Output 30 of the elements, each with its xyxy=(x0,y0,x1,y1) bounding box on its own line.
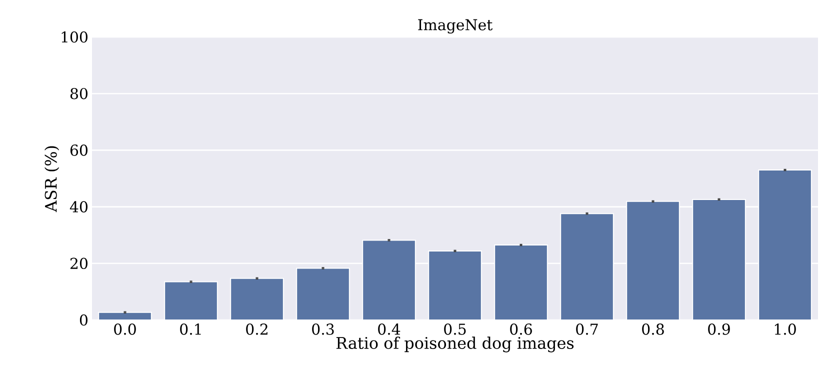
x-tick-label: 0.5 xyxy=(444,324,466,335)
bar xyxy=(362,240,416,320)
x-tick-label: 0.6 xyxy=(510,324,532,335)
x-tick-label: 0.8 xyxy=(642,324,664,335)
y-tick-label: 100 xyxy=(62,31,88,43)
x-axis-title: Ratio of poisoned dog images xyxy=(336,336,574,352)
y-tick-label: 80 xyxy=(70,88,88,100)
bar xyxy=(758,170,812,320)
bar xyxy=(626,201,680,320)
x-tick-label: 0.9 xyxy=(708,324,730,335)
x-tick-label: 0.0 xyxy=(114,324,136,335)
x-tick-label: 0.3 xyxy=(312,324,334,335)
chart-title: ImageNet xyxy=(418,19,493,34)
y-tick-label: 20 xyxy=(70,258,88,270)
y-tick-label: 0 xyxy=(80,314,88,326)
x-tick-label: 1.0 xyxy=(774,324,796,335)
bar xyxy=(692,199,746,320)
y-axis-title: ASR (%) xyxy=(44,146,60,212)
bar xyxy=(230,278,284,320)
y-tick-label: 40 xyxy=(70,201,88,212)
bar xyxy=(494,245,548,320)
x-tick-label: 0.7 xyxy=(576,324,598,335)
bar xyxy=(164,282,218,320)
x-tick-label: 0.2 xyxy=(246,324,268,335)
bar xyxy=(428,250,482,320)
bar xyxy=(296,268,350,320)
x-tick-label: 0.1 xyxy=(180,324,201,335)
y-tick-label: 60 xyxy=(70,144,88,156)
bar xyxy=(560,214,614,320)
x-tick-label: 0.4 xyxy=(378,324,400,335)
